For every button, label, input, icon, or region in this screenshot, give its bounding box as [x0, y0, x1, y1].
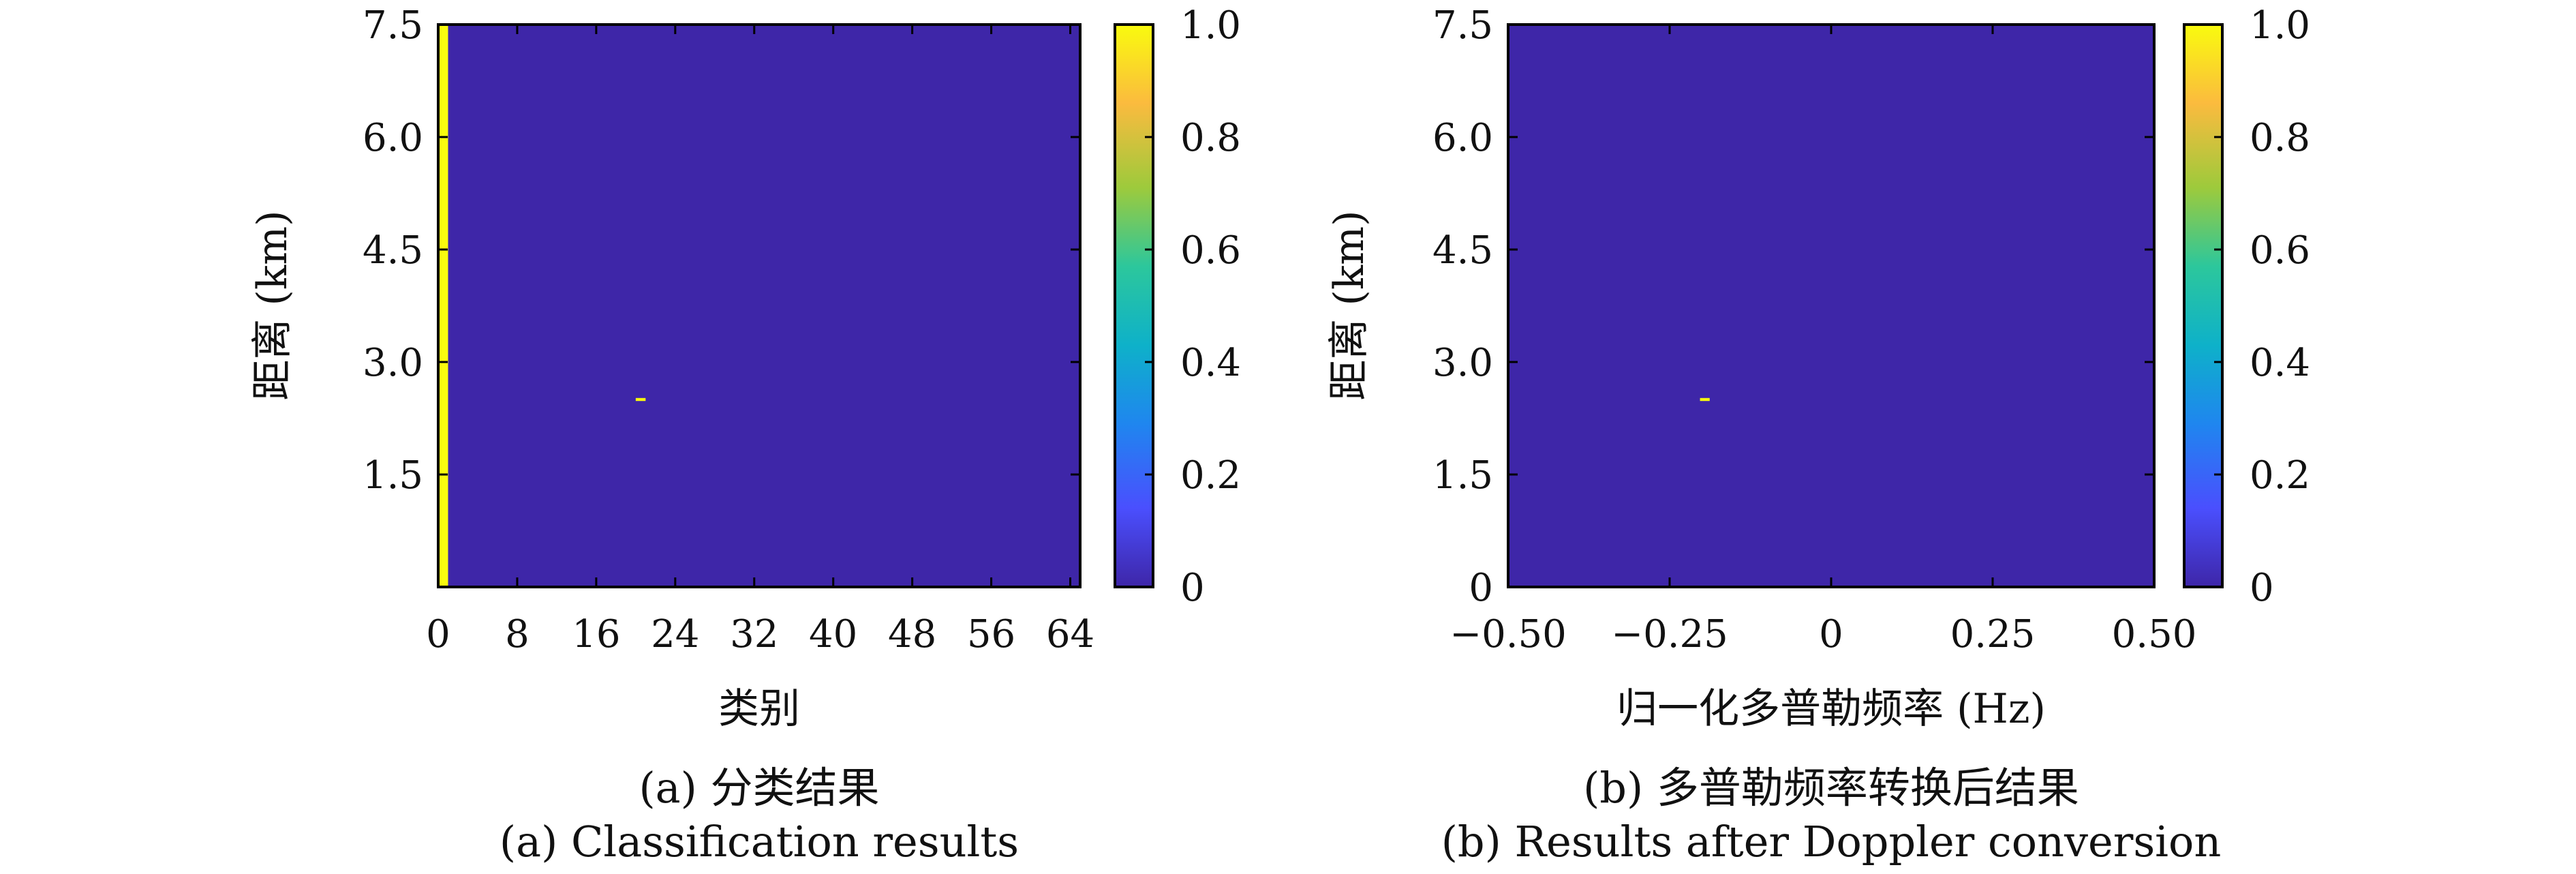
colorbar-tick-label-b-3: 0.6	[2250, 228, 2310, 273]
x-ticks-b: −0.50 −0.25 0 0.25 0.50	[1450, 25, 2196, 657]
x-tick-label-a-4: 32	[730, 612, 778, 657]
y-tick-label-a-1: 3.0	[363, 341, 423, 385]
colorbar-tick-label-a-0: 0	[1180, 566, 1205, 610]
x-axis-label-b: 归一化多普勒频率 (Hz)	[1616, 685, 2046, 733]
colorbar-tick-label-b-5: 1.0	[2250, 3, 2310, 48]
heatmap-background-a	[438, 25, 1080, 587]
heatmap-background-b	[1508, 25, 2154, 587]
heatmap-features-b	[1700, 397, 1710, 402]
caption-cn-b: (b) 多普勒频率转换后结果	[1583, 763, 2079, 813]
heatmap-features-a	[438, 25, 646, 587]
colorbar-tick-label-a-4: 0.8	[1180, 116, 1241, 160]
heatmap-cell-b-0	[1700, 397, 1710, 402]
colorbar-tick-label-a-2: 0.4	[1180, 341, 1241, 385]
colorbar-tick-label-a-3: 0.6	[1180, 228, 1241, 273]
x-tick-label-a-7: 56	[967, 612, 1015, 657]
y-axis-label-b: 距离 (km)	[1325, 210, 1373, 400]
x-tick-label-a-8: 64	[1046, 612, 1094, 657]
y-tick-label-a-4: 7.5	[363, 3, 423, 48]
y-tick-label-b-5: 7.5	[1432, 3, 1493, 48]
panel-b: 0 1.5 3.0 4.5 6.0 7.5 −0.50 −0.25 0 0.25 0.50 距离 …	[1325, 3, 2310, 867]
colorbar-tick-label-b-1: 0.2	[2250, 453, 2310, 498]
colorbar-b	[2183, 23, 2224, 588]
x-tick-label-a-0: 0	[426, 612, 450, 657]
colorbar-tick-label-a-5: 1.0	[1180, 3, 1241, 48]
y-ticks-a: 1.5 3.0 4.5 6.0 7.5	[363, 3, 1080, 498]
caption-en-b: (b) Results after Doppler conversion	[1441, 817, 2222, 867]
y-tick-label-b-0: 0	[1469, 566, 1493, 610]
panel-a: 1.5 3.0 4.5 6.0 7.5 0 8 16 24 32 40 48 56 64 距离 (km)…	[249, 3, 1241, 867]
plot-frame-a	[437, 23, 1082, 588]
x-tick-label-a-2: 16	[572, 612, 620, 657]
x-ticks-a: 0 8 16 24 32 40 48 56 64	[426, 25, 1094, 657]
y-tick-label-b-2: 3.0	[1432, 341, 1493, 385]
caption-cn-a: (a) 分类结果	[639, 763, 879, 813]
colorbar-tick-label-a-1: 0.2	[1180, 453, 1241, 498]
x-tick-label-b-0: −0.50	[1450, 612, 1567, 657]
colorbar-tick-label-b-0: 0	[2250, 566, 2274, 610]
y-tick-label-b-4: 6.0	[1432, 116, 1493, 160]
x-tick-label-a-1: 8	[505, 612, 530, 657]
x-tick-label-a-6: 48	[888, 612, 936, 657]
x-axis-label-a: 类别	[718, 685, 800, 733]
x-tick-label-a-3: 24	[651, 612, 699, 657]
y-tick-label-b-1: 1.5	[1432, 453, 1493, 498]
colorbar-ticks-b: 0 0.2 0.4 0.6 0.8 1.0	[2214, 3, 2310, 610]
heatmap-cell-a-1	[635, 397, 646, 402]
heatmap-cell-a-0	[438, 25, 448, 587]
y-axis-label-a: 距离 (km)	[249, 210, 296, 400]
caption-en-a: (a) Classification results	[500, 817, 1019, 867]
colorbar-ticks-a: 0 0.2 0.4 0.6 0.8 1.0	[1145, 3, 1241, 610]
x-tick-label-b-3: 0.25	[1950, 612, 2036, 657]
x-tick-label-b-4: 0.50	[2112, 612, 2197, 657]
x-tick-label-b-2: 0	[1819, 612, 1843, 657]
y-tick-label-a-2: 4.5	[363, 228, 423, 273]
colorbar-a	[1114, 23, 1154, 588]
y-tick-label-a-0: 1.5	[363, 453, 423, 498]
y-tick-label-a-3: 6.0	[363, 116, 423, 160]
colorbar-tick-label-b-4: 0.8	[2250, 116, 2310, 160]
x-tick-label-b-1: −0.25	[1611, 612, 1728, 657]
y-tick-label-b-3: 4.5	[1432, 228, 1493, 273]
x-tick-label-a-5: 40	[809, 612, 857, 657]
colorbar-tick-label-b-2: 0.4	[2250, 341, 2310, 385]
y-ticks-b: 0 1.5 3.0 4.5 6.0 7.5	[1432, 3, 2154, 610]
